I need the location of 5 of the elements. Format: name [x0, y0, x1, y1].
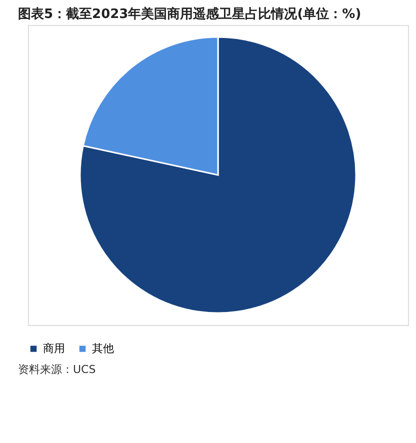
text: 资料来源：UCS — [18, 363, 96, 376]
legend-label: 其他 — [92, 342, 114, 355]
pie-slice — [79, 36, 357, 314]
legend-label: 商用 — [43, 342, 65, 355]
chart-title: 图表5：截至2023年美国商用遥感卫星占比情况(单位：%) — [18, 6, 362, 22]
